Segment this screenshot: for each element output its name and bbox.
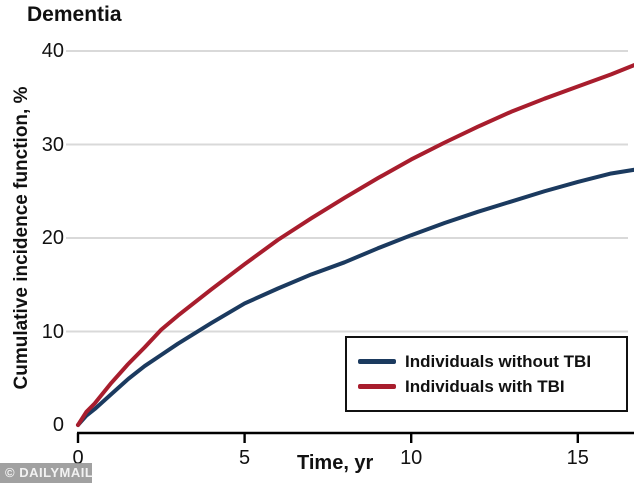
legend-item-without-tbi: Individuals without TBI — [358, 352, 626, 372]
dailymail-watermark: © DAILYMAIL — [0, 463, 93, 483]
y-tick-label-30: 30 — [41, 133, 64, 156]
legend-item-with-tbi: Individuals with TBI — [358, 377, 626, 397]
y-tick-label-20: 20 — [41, 227, 64, 249]
with-tbi-line-swatch — [358, 384, 396, 389]
legend-box: Individuals without TBI Individuals with… — [345, 336, 628, 412]
x-axis-title: Time, yr — [297, 452, 374, 474]
legend-label-with-tbi: Individuals with TBI — [405, 376, 565, 396]
legend-label-without-tbi: Individuals without TBI — [405, 351, 592, 371]
x-tick-label-0: 0 — [72, 447, 84, 469]
x-tick-label-10: 10 — [400, 447, 423, 469]
chart-title: Dementia — [27, 3, 122, 26]
series-line-with-tbi — [76, 63, 634, 427]
without-tbi-line-swatch — [358, 359, 396, 364]
series-line-without-tbi — [76, 167, 634, 427]
y-tick-label-0: 0 — [52, 414, 64, 436]
x-tick-label-5: 5 — [239, 447, 251, 469]
y-tick-label-10: 10 — [41, 320, 64, 343]
y-tick-label-40: 40 — [41, 40, 64, 62]
x-tick-label-15: 15 — [566, 447, 589, 469]
